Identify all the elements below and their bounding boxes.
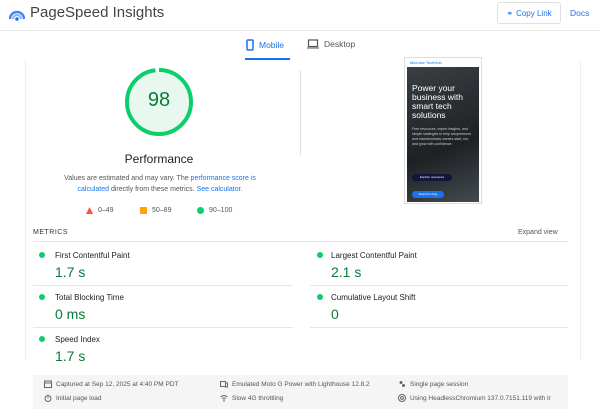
preview-headline: Power your business with smart tech solu…: [412, 83, 464, 120]
preview-button-2: Read the blog: [412, 191, 444, 198]
metric-divider: [310, 327, 568, 328]
page-screenshot: Microbiz TechHub Power your business wit…: [404, 57, 482, 204]
pass-dot-icon: [39, 336, 45, 342]
metric-divider: [33, 327, 293, 328]
pass-dot-icon: [39, 252, 45, 258]
docs-link[interactable]: Docs: [570, 8, 590, 18]
footer-item: Slow 4G throttling: [220, 394, 283, 402]
pass-dot-icon: [39, 294, 45, 300]
circle-icon: [197, 207, 204, 214]
preview-body: Free resources, expert insights, and sim…: [412, 127, 471, 146]
chromium-icon: [398, 394, 406, 402]
preview-button-1: Explore resources: [412, 174, 452, 181]
metric-value: 1.7 s: [55, 348, 86, 364]
performance-score-link[interactable]: performance score is calculated: [77, 175, 256, 193]
tab-desktop[interactable]: Desktop: [307, 39, 355, 49]
calendar-icon: [44, 380, 52, 388]
metric-label: Largest Contentful Paint: [331, 251, 417, 260]
tab-mobile[interactable]: Mobile: [246, 39, 284, 51]
footer-item: Emulated Moto G Power with Lighthouse 12…: [220, 380, 370, 388]
metric-label: First Contentful Paint: [55, 251, 130, 260]
app-title: PageSpeed Insights: [30, 4, 165, 21]
preview-brand: Microbiz TechHub: [410, 60, 442, 65]
signal-icon: [220, 395, 228, 402]
footer-item: Captured at Sep 12, 2025 at 4:40 PM PDT: [44, 380, 179, 388]
metric-label: Total Blocking Time: [55, 293, 124, 302]
pass-dot-icon: [317, 294, 323, 300]
header: [0, 0, 600, 31]
laptop-icon: [307, 39, 319, 49]
active-tab-indicator: [245, 58, 290, 60]
metrics-heading: METRICS: [33, 229, 68, 236]
card-border-left: [25, 60, 26, 360]
legend-average: 50–89: [140, 207, 171, 214]
timer-icon: [44, 395, 52, 402]
link-icon: ⚭: [506, 8, 514, 18]
card-border-right: [580, 60, 581, 360]
metric-divider: [33, 285, 293, 286]
performance-score: 98: [147, 89, 171, 111]
score-note: Values are estimated and may vary. The p…: [64, 175, 256, 193]
metric-value: 0: [331, 306, 339, 322]
phone-icon: [246, 39, 254, 51]
legend-fail: 0–49: [86, 207, 114, 214]
expand-view-button[interactable]: Expand view: [518, 229, 558, 236]
metric-value: 0 ms: [55, 306, 86, 322]
metric-label: Cumulative Layout Shift: [331, 293, 416, 302]
devices-icon: [220, 381, 228, 388]
see-calculator-link[interactable]: See calculator.: [196, 186, 243, 193]
pagespeed-logo-icon: [9, 10, 25, 21]
metric-value: 1.7 s: [55, 264, 86, 280]
performance-gauge: [125, 68, 193, 136]
metric-divider: [310, 285, 568, 286]
footer-item: Using HeadlessChromium 137.0.7151.119 wi…: [398, 394, 551, 402]
divider: [300, 70, 301, 155]
footer-item: Initial page load: [44, 394, 102, 402]
metric-value: 2.1 s: [331, 264, 362, 280]
run-info-footer: [33, 375, 568, 409]
copy-link-button[interactable]: ⚭ Copy Link: [497, 2, 561, 24]
users-icon: [399, 381, 405, 387]
metrics-divider: [33, 241, 568, 242]
legend-pass: 90–100: [197, 207, 232, 214]
square-icon: [140, 207, 147, 214]
metric-label: Speed Index: [55, 335, 100, 344]
pass-dot-icon: [317, 252, 323, 258]
triangle-icon: [86, 207, 93, 214]
performance-label: Performance: [124, 152, 194, 166]
footer-item: Single page session: [398, 380, 468, 388]
